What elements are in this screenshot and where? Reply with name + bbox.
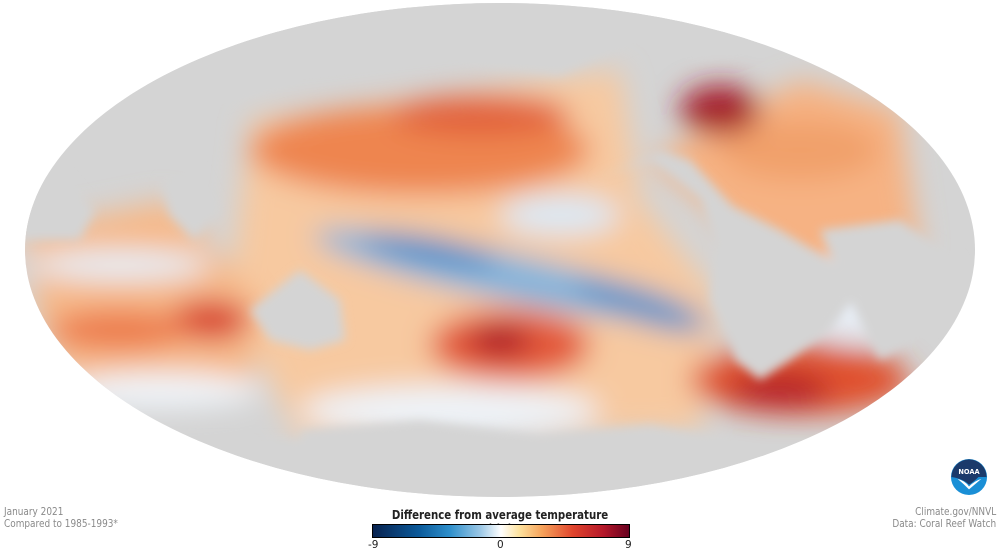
- ocean-anomaly-layer: [25, 3, 975, 497]
- map-info-right: Climate.gov/NNVL Data: Coral Reef Watch: [892, 506, 996, 530]
- credit-text: Climate.gov/NNVL: [914, 506, 996, 518]
- legend-min-label: -9: [368, 539, 379, 551]
- legend-max-label: 9: [625, 539, 632, 551]
- baseline-note: Compared to 1985-1993*: [4, 518, 118, 530]
- legend-mid-label: 0: [497, 539, 504, 551]
- legend-color-bar: [372, 524, 630, 538]
- map-date: January 2021: [4, 506, 64, 518]
- svg-text:NOAA: NOAA: [958, 468, 980, 476]
- data-source: Data: Coral Reef Watch: [892, 518, 996, 530]
- map-info-left: January 2021 Compared to 1985-1993*: [4, 506, 118, 530]
- noaa-logo: NOAA: [950, 458, 988, 496]
- sst-anomaly-map: [25, 3, 975, 497]
